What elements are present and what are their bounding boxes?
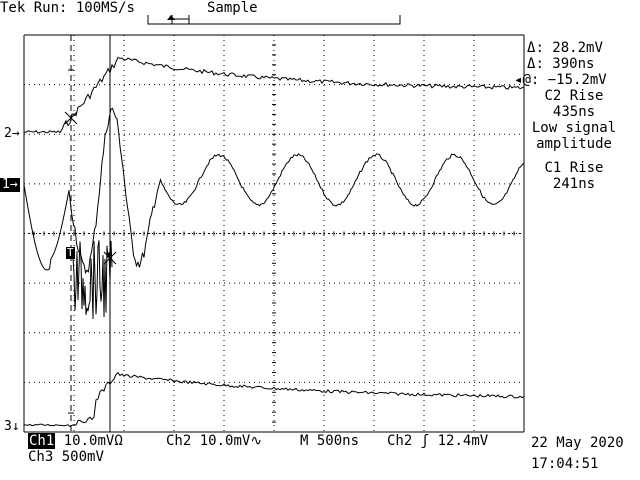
date-readout: 22 May 2020	[531, 435, 624, 451]
delta-icon: Δ	[527, 56, 536, 72]
ch1-label: Ch1	[28, 433, 56, 449]
cursor-at-value: ◂@: −15.2mV	[514, 72, 607, 88]
ch1-settings[interactable]: Ch1 10.0mVΩ	[28, 433, 123, 449]
brand-label: Tek	[0, 0, 26, 16]
rise-marker-icon	[103, 251, 117, 265]
ch3-burst-trace	[71, 240, 113, 320]
c2-rise-value: 435ns	[552, 104, 596, 120]
trigger-position-icon	[167, 15, 175, 20]
warning-line-2: amplitude	[536, 136, 612, 152]
rising-edge-icon: ʃ	[420, 433, 430, 449]
scope-status-line: Tek Run: 100MS/s	[0, 0, 135, 16]
ch1-trace	[23, 107, 524, 275]
ch1-ground-marker: 1→	[0, 177, 20, 192]
timebase-settings[interactable]: M 500ns	[300, 433, 360, 449]
time-readout: 17:04:51	[531, 456, 599, 472]
acquisition-mode: Sample	[207, 0, 258, 16]
c2-rise-label: C2 Rise	[544, 88, 604, 104]
cursor-delta-v: Δ: 28.2mV	[527, 40, 603, 56]
rise-marker-icon	[64, 111, 78, 125]
trigger-level-marker: T	[66, 246, 75, 259]
bandwidth-limit-icon: ∿	[250, 433, 263, 449]
ch3-settings[interactable]: Ch3 500mV	[28, 449, 104, 465]
ch2-trace	[23, 56, 525, 134]
ch2-settings[interactable]: Ch2 10.0mV∿	[166, 433, 263, 449]
trigger-settings[interactable]: Ch2 ʃ 12.4mV	[387, 433, 489, 449]
ohm-icon: Ω	[114, 433, 123, 449]
cursor-delta-t: Δ: 390ns	[527, 56, 595, 72]
delta-icon: Δ	[527, 40, 536, 56]
waveforms	[23, 56, 525, 428]
record-position-bar	[147, 15, 401, 25]
cursor-pointer-icon: ◂	[514, 72, 523, 88]
c1-rise-label: C1 Rise	[544, 160, 604, 176]
run-status: Run: 100MS/s	[33, 0, 135, 16]
cursors	[64, 35, 117, 432]
at-icon: @	[522, 72, 531, 88]
ch2-ground-marker: 2→	[4, 126, 20, 141]
warning-line-1: Low signal	[531, 120, 617, 136]
c1-rise-value: 241ns	[552, 176, 596, 192]
ch3-trace	[23, 371, 525, 428]
ch3-ground-marker: 3↓	[4, 419, 20, 434]
graticule	[23, 34, 525, 433]
